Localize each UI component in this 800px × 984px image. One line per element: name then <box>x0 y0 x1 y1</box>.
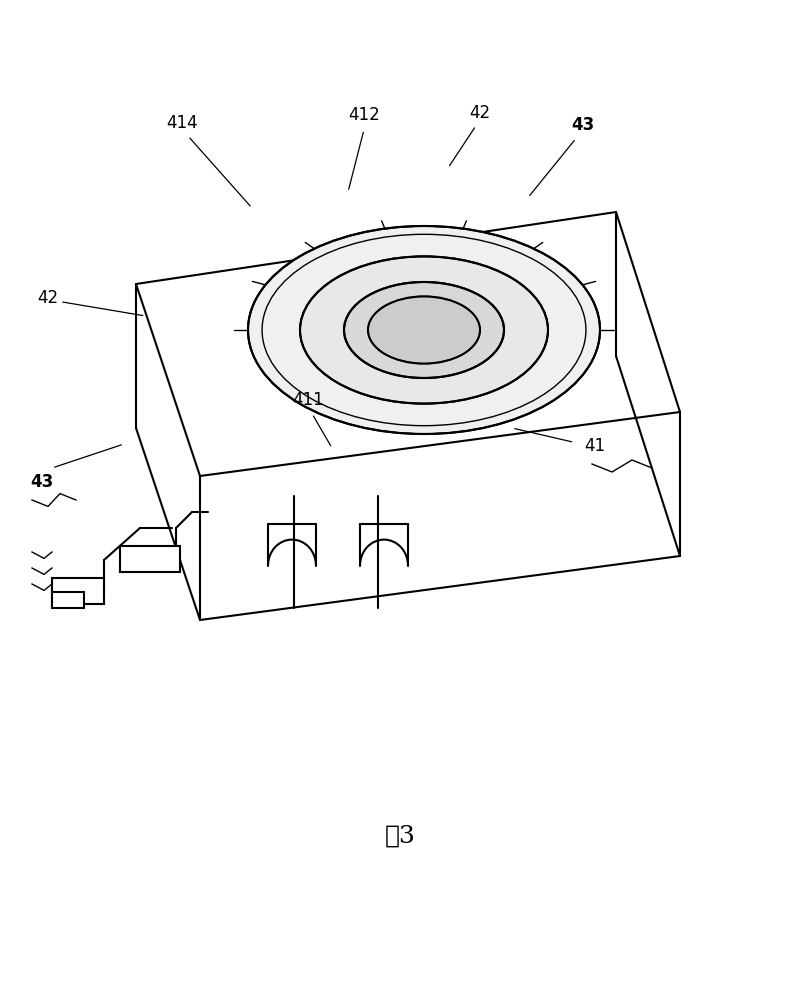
Text: 412: 412 <box>348 106 380 124</box>
Text: 411: 411 <box>292 391 324 408</box>
Text: 43: 43 <box>570 115 594 134</box>
Polygon shape <box>52 579 104 604</box>
Text: 图3: 图3 <box>385 825 415 847</box>
Text: 43: 43 <box>30 472 54 491</box>
Ellipse shape <box>368 296 480 364</box>
Text: 42: 42 <box>38 289 58 307</box>
Polygon shape <box>120 546 180 572</box>
Text: 414: 414 <box>166 114 198 132</box>
Polygon shape <box>52 592 84 608</box>
Ellipse shape <box>300 257 548 403</box>
Text: 42: 42 <box>470 103 490 122</box>
Ellipse shape <box>248 226 600 434</box>
Text: 41: 41 <box>584 437 605 455</box>
Ellipse shape <box>344 282 504 378</box>
